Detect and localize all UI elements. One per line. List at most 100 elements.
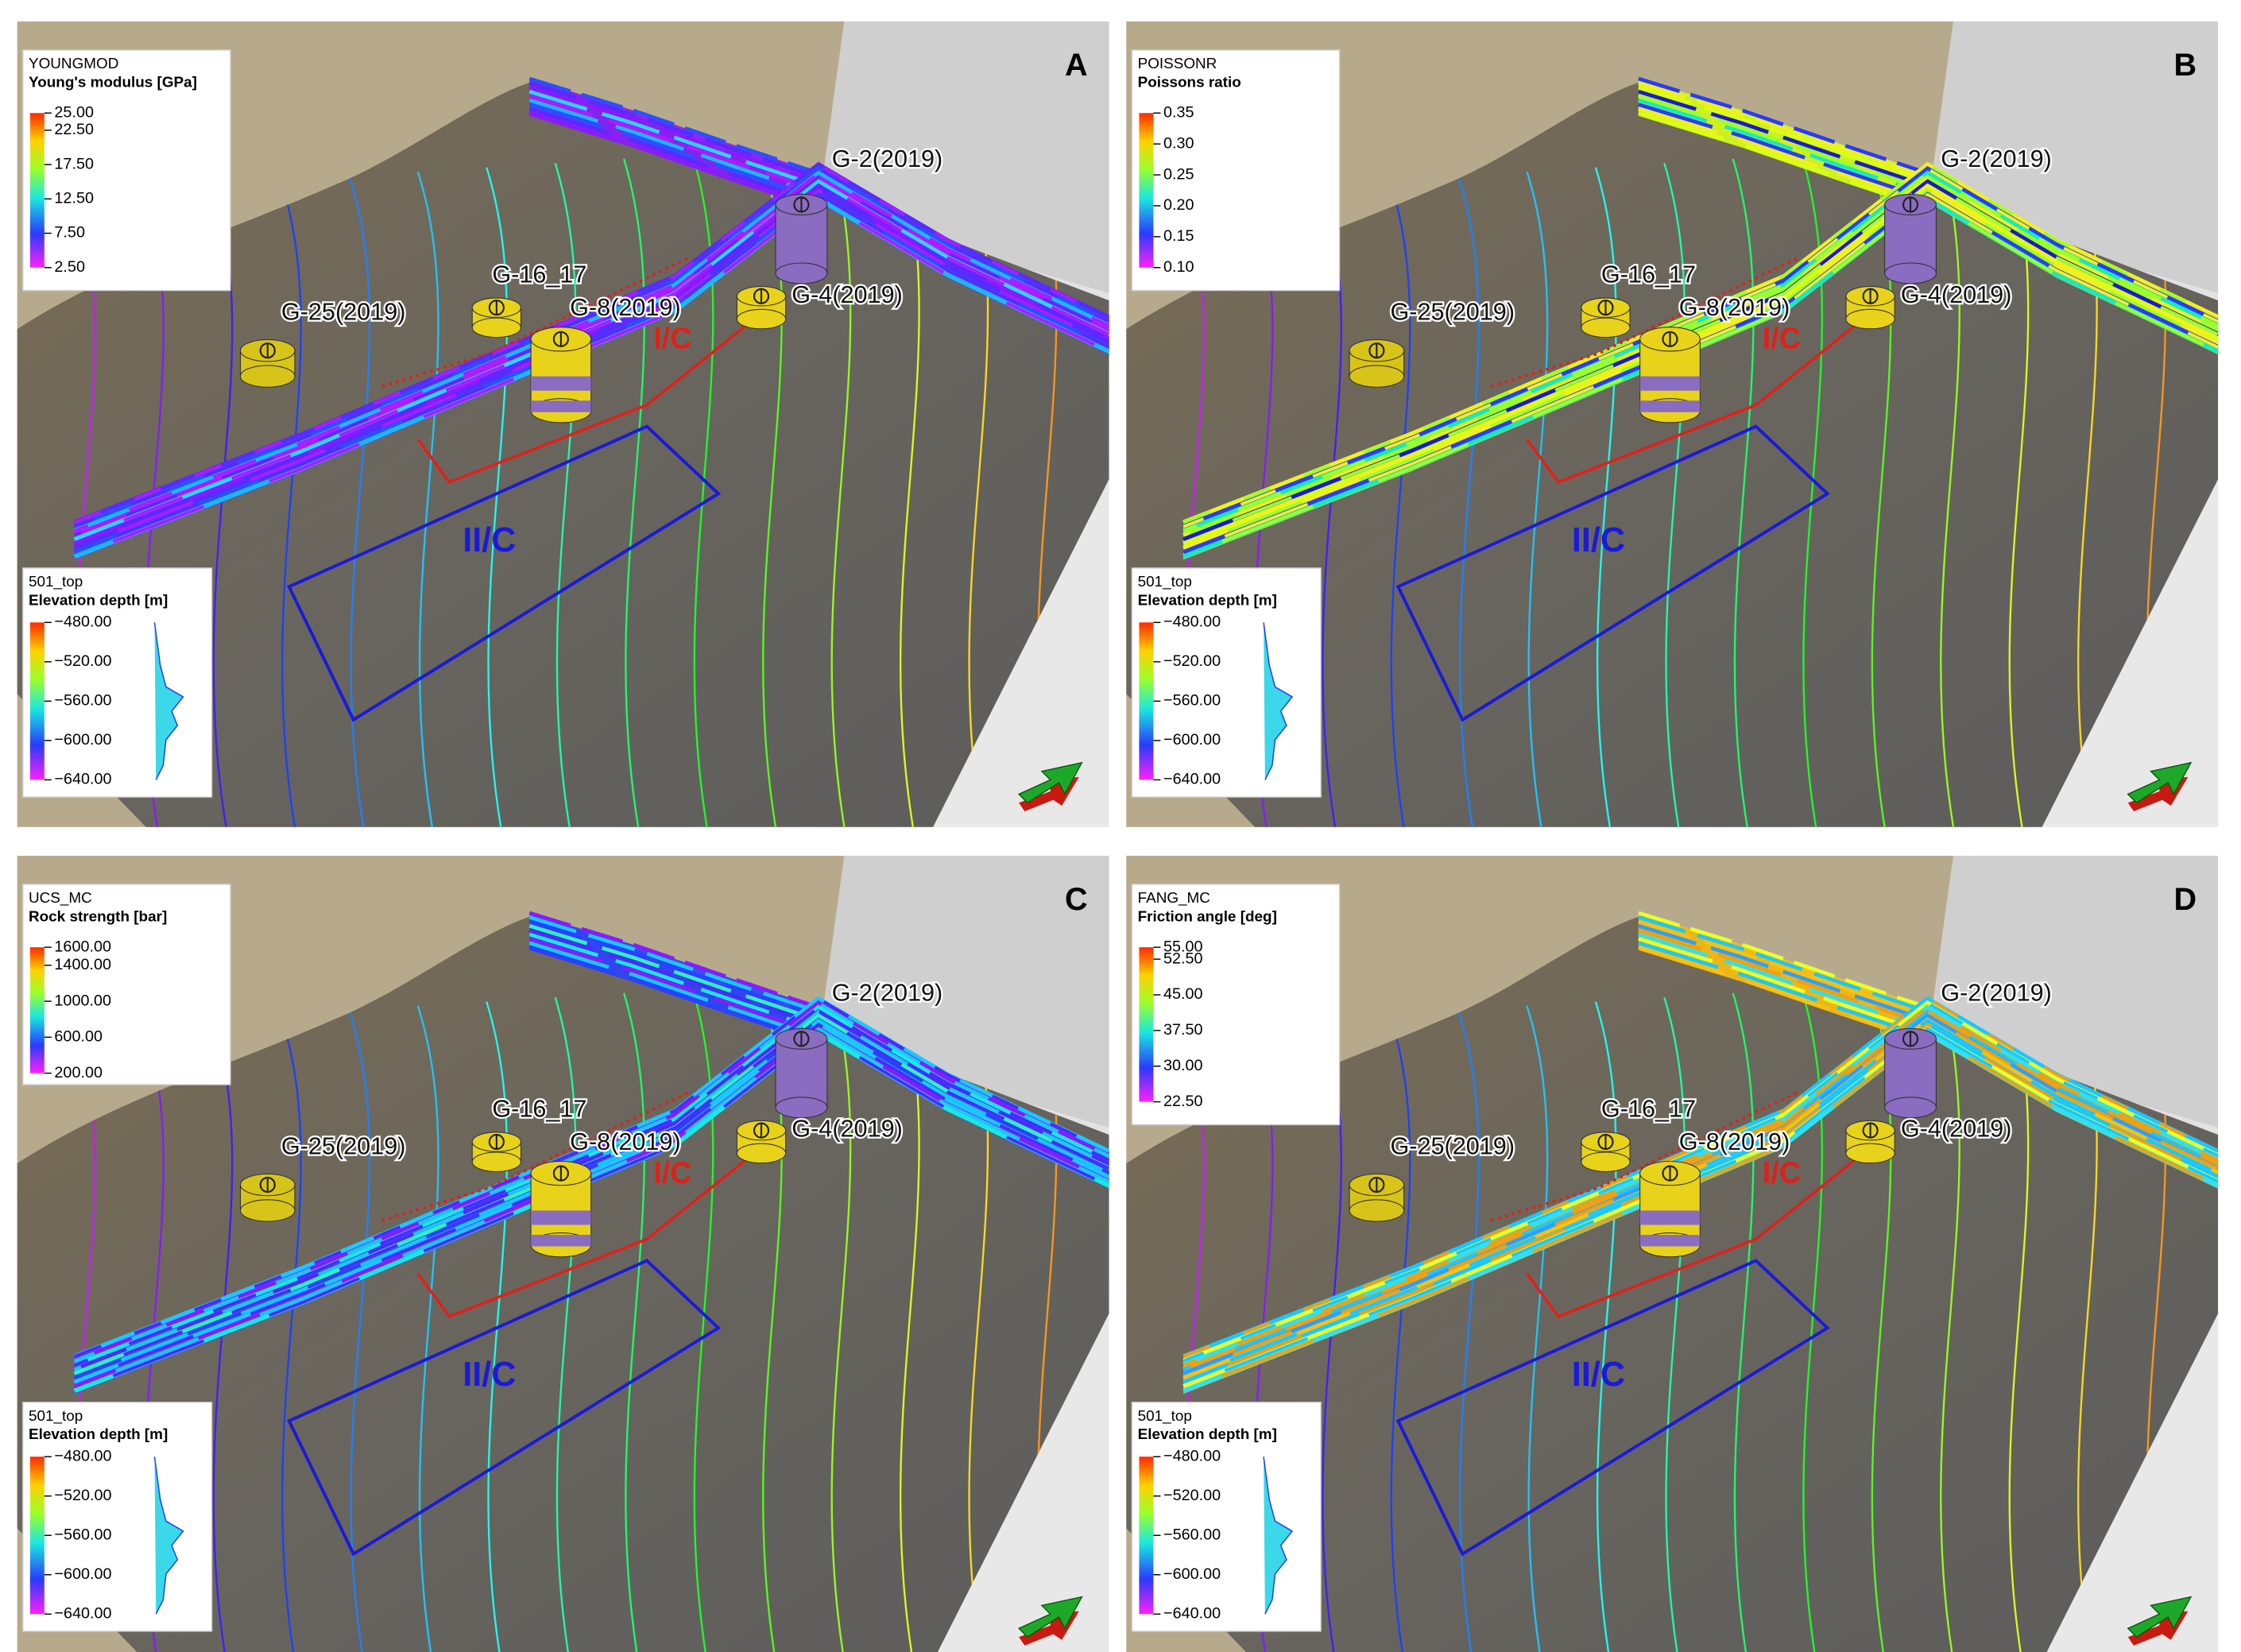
fin-stripe [1638, 111, 1929, 210]
legend-box [22, 567, 213, 798]
legend-name: 501_top [1138, 1408, 1192, 1425]
colorbar-tick-label: −560.00 [54, 1526, 111, 1543]
fin-stripe [528, 911, 819, 1009]
band-stripe [73, 996, 1109, 1358]
strata-band [73, 76, 1109, 560]
legend-box [1131, 1402, 1322, 1632]
histogram [153, 622, 184, 780]
strata-band [73, 911, 1109, 1394]
fin-stripe [528, 85, 819, 184]
well-label: G-16_17 [492, 1095, 586, 1122]
legend-box [22, 49, 231, 292]
legend-name: 501_top [1138, 574, 1192, 590]
well-bottom [1884, 262, 1937, 284]
fault-dotted [1490, 1090, 1800, 1222]
fin-stripe [528, 928, 819, 1027]
well-band [1639, 1235, 1701, 1247]
well-bottom [775, 262, 828, 284]
contour-line [623, 992, 646, 1652]
band-stripe [73, 184, 1109, 546]
band-stripe [1182, 1008, 2219, 1372]
fault-dotted [381, 1090, 691, 1222]
band-stripe [1182, 1027, 2219, 1388]
band-stripe [1182, 996, 2219, 1358]
well-label: G-8(2019) [570, 1128, 681, 1155]
well-label: G-2(2019) [1941, 145, 2052, 172]
colorbar [1139, 947, 1154, 1102]
colorbar [29, 1457, 45, 1615]
band-stripe [73, 1027, 1109, 1388]
colorbar-tick-label: −640.00 [1163, 1605, 1221, 1623]
contour-line [1594, 167, 1617, 827]
fault-dotted [381, 256, 691, 388]
well-bottom [471, 317, 522, 339]
well-g4 [1845, 1120, 1895, 1164]
well-body [775, 203, 828, 274]
fin-stripe [528, 941, 819, 1039]
north-arrow [2127, 761, 2193, 812]
well-g8 [1639, 1160, 1701, 1258]
band-stripe [1182, 1014, 2219, 1375]
colorbar-tick-label: −520.00 [54, 1487, 111, 1504]
contour-line [486, 167, 509, 827]
well-label: G-16_17 [1601, 261, 1696, 288]
fault-dotted [1490, 256, 1800, 388]
well-g16 [1581, 297, 1631, 339]
colorbar-tick-label: −480.00 [1163, 1447, 1221, 1464]
contour-line [1526, 171, 1549, 827]
fault-line [416, 323, 749, 485]
legend-label: Poissons ratio [1138, 74, 1241, 91]
arrow-body [2127, 1596, 2193, 1638]
north-arrow [1017, 1596, 1083, 1646]
well-label: G-25(2019) [281, 1132, 406, 1159]
strata-band [1182, 911, 2219, 1394]
well-g2 [775, 1027, 828, 1119]
well-label: G-4(2019) [792, 1116, 903, 1143]
legend: POISSONR Poissons ratio 0.35 0.30 0.25 0.20 0.… [1131, 49, 1341, 292]
band-stripe [1182, 180, 2219, 541]
colorbar-tick-label: 0.15 [1163, 227, 1194, 245]
contour-line [691, 988, 714, 1652]
band-stripe [73, 1018, 1109, 1379]
colorbar-tick-label: 55.00 [1163, 938, 1203, 955]
band-stripe [73, 196, 1109, 559]
fault-line [416, 1158, 749, 1318]
colorbar-tick-label: 1000.00 [54, 992, 111, 1009]
legend-label: Rock strength [bar] [29, 908, 167, 925]
band-stripe [73, 192, 1109, 554]
legend-name: 501_top [29, 1408, 83, 1425]
colorbar-tick-label: 22.50 [54, 121, 94, 138]
colorbar-tick-label: −640.00 [1163, 771, 1221, 788]
well-label: G-25(2019) [281, 298, 406, 325]
fin-stripe [528, 923, 819, 1023]
band-stripe [1182, 174, 2219, 538]
well-g2 [775, 194, 828, 284]
fin-stripe [528, 915, 819, 1014]
well-g25 [239, 1173, 296, 1222]
arrow-body [2127, 761, 2193, 804]
north-arrow [1017, 761, 1083, 812]
legend-name: POISSONR [1138, 56, 1217, 72]
fin-stripe [528, 932, 819, 1031]
contour-line [486, 1001, 509, 1652]
well-band [1639, 376, 1701, 391]
colorbar-tick-label: −600.00 [54, 731, 111, 749]
scene [17, 21, 1109, 827]
contour-line [1937, 980, 1960, 1652]
well-bottom [775, 1097, 828, 1119]
contour-line [1594, 1001, 1617, 1652]
zone-label: II/C [463, 521, 516, 559]
band-stripe [73, 1022, 1109, 1384]
well-band [531, 376, 591, 391]
legend-box [1131, 567, 1322, 798]
fin-stripe [1638, 915, 1929, 1014]
scene [1126, 855, 2219, 1652]
well-band [1639, 1210, 1701, 1225]
well-g25 [239, 339, 296, 388]
zone-outline [1395, 1259, 1830, 1557]
band-stripe [73, 1005, 1109, 1367]
colorbar-tick-label: 0.25 [1163, 165, 1194, 183]
well-label: G-16_17 [1601, 1095, 1696, 1122]
